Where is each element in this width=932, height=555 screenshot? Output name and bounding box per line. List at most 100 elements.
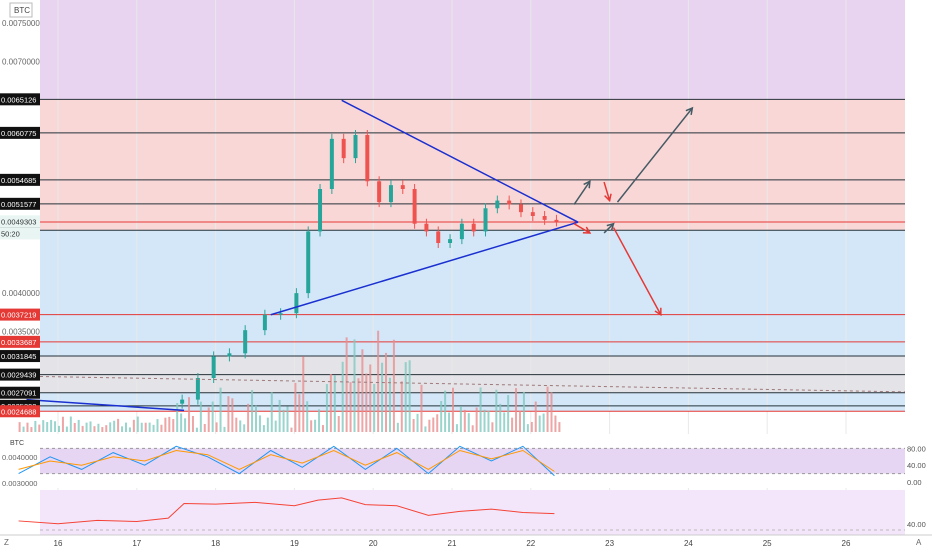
rsi-line[interactable] xyxy=(18,497,555,525)
volume-bar xyxy=(144,422,147,432)
level-tag xyxy=(0,335,40,348)
level-tag xyxy=(0,368,40,381)
volume-bar xyxy=(207,407,210,432)
x-tick-label: 17 xyxy=(132,539,141,548)
projection-arrow[interactable] xyxy=(573,223,591,234)
volume-bar xyxy=(262,425,265,432)
candle xyxy=(436,231,441,243)
volume-bar xyxy=(455,424,458,432)
volume-bar xyxy=(467,413,470,432)
level-tag-label: 0.0054685 xyxy=(1,176,36,185)
y-tick-label: 0.0035000 xyxy=(2,328,40,337)
rsi-pane xyxy=(40,490,905,535)
candle xyxy=(329,138,334,189)
candle xyxy=(459,223,464,240)
volume-bar xyxy=(164,417,167,432)
stoch-symbol-label: BTC xyxy=(10,440,24,447)
volume-bar xyxy=(440,401,443,432)
volume-bar xyxy=(365,373,368,432)
volume-bar xyxy=(258,415,261,432)
volume-bar xyxy=(452,387,454,432)
volume-bar xyxy=(428,419,431,432)
level-tag-label: 0.0060775 xyxy=(1,129,36,138)
volume-bar xyxy=(50,419,53,432)
volume-bar xyxy=(286,406,289,432)
countdown-tag xyxy=(0,227,40,240)
volume-bar xyxy=(65,426,68,432)
candle xyxy=(377,181,382,203)
volume-bar xyxy=(534,401,537,432)
projection-arrow[interactable] xyxy=(573,180,591,205)
volume-bar xyxy=(290,427,293,432)
candle xyxy=(318,189,323,232)
price-zone xyxy=(40,230,905,357)
stoch-line[interactable] xyxy=(18,449,555,472)
volume-bar xyxy=(282,409,285,432)
candle xyxy=(306,231,311,294)
triangle-trendline[interactable] xyxy=(341,99,579,223)
candle xyxy=(353,135,358,159)
volume-bar xyxy=(148,422,151,432)
volume-bar xyxy=(416,413,419,432)
projection-arrow[interactable] xyxy=(616,107,693,203)
footer-left-label: Z xyxy=(4,538,9,547)
candle xyxy=(365,135,370,182)
volume-bar xyxy=(180,413,183,432)
volume-bar xyxy=(255,405,257,432)
volume-bar xyxy=(278,399,281,432)
projection-arrow[interactable] xyxy=(603,223,615,234)
volume-bar xyxy=(546,386,549,432)
triangle-trendline[interactable] xyxy=(26,398,185,412)
volume-bar xyxy=(400,381,403,432)
volume-bar xyxy=(239,420,242,432)
footer-right-label: A xyxy=(916,538,922,547)
volume-bar xyxy=(215,422,218,432)
volume-bar xyxy=(121,426,124,432)
arrow-head xyxy=(606,222,615,231)
volume-bar xyxy=(251,390,254,432)
volume-bar xyxy=(349,382,352,432)
volume-bar xyxy=(124,422,127,432)
stoch-left-tick: 0.0040000 xyxy=(2,453,37,462)
volume-bar xyxy=(266,417,269,432)
volume-bar xyxy=(321,425,324,432)
volume-bar xyxy=(113,420,116,432)
stoch-left-tick: 0.0030000 xyxy=(2,479,37,488)
volume-bar xyxy=(38,424,41,432)
volume-bar xyxy=(203,423,206,432)
candle xyxy=(448,239,453,243)
volume-bar xyxy=(385,352,388,432)
volume-bar xyxy=(211,401,214,432)
volume-bar xyxy=(495,389,498,432)
level-tag xyxy=(0,308,40,321)
volume-bar xyxy=(93,426,96,432)
x-tick-label: 25 xyxy=(763,539,772,548)
triangle-trendline[interactable] xyxy=(270,221,579,316)
last-price-label: 0.0049303 xyxy=(1,217,36,226)
volume-bar xyxy=(318,409,321,432)
volume-bar xyxy=(22,426,25,432)
projection-arrow[interactable] xyxy=(603,181,611,201)
volume-bar xyxy=(333,375,336,432)
volume-bar xyxy=(306,401,309,432)
x-tick-label: 24 xyxy=(684,539,693,548)
candle xyxy=(278,313,283,315)
volume-bar xyxy=(188,397,191,432)
level-tag xyxy=(0,126,40,139)
projection-arrow[interactable] xyxy=(612,227,662,316)
volume-bar xyxy=(101,427,104,432)
volume-bar xyxy=(499,403,502,432)
candle xyxy=(507,200,512,205)
candle xyxy=(542,216,547,220)
candle xyxy=(495,200,500,209)
dashed-trendline xyxy=(39,375,906,393)
candle xyxy=(227,353,232,357)
volume-bar xyxy=(89,421,92,432)
arrow-head xyxy=(685,106,694,116)
volume-bar xyxy=(184,418,187,432)
volume-bar xyxy=(554,415,557,432)
volume-bar xyxy=(270,392,273,432)
volume-bar xyxy=(325,384,328,432)
